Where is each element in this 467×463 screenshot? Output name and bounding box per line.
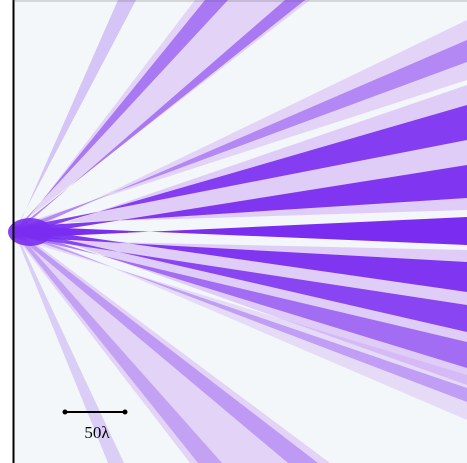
scale-bar-end — [123, 410, 128, 415]
source — [8, 218, 52, 246]
figure: 50λ — [0, 0, 467, 463]
scale-bar-label: 50λ — [84, 423, 110, 442]
scale-bar-end — [63, 410, 68, 415]
page: 50λ (() => { const data = JSON.parse(doc… — [0, 0, 467, 463]
